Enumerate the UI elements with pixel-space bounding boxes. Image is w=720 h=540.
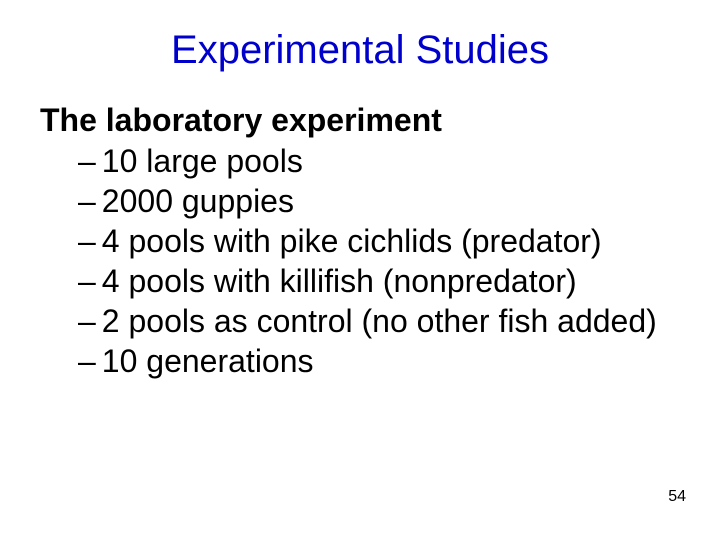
list-item: – 2000 guppies <box>78 181 680 221</box>
bullet-text: 10 large pools <box>102 141 680 181</box>
list-item: – 10 large pools <box>78 141 680 181</box>
dash-icon: – <box>78 181 96 221</box>
list-item: – 4 pools with pike cichlids (predator) <box>78 221 680 261</box>
dash-icon: – <box>78 221 96 261</box>
bullet-text: 10 generations <box>102 341 680 381</box>
bullet-text: 2 pools as control (no other fish added) <box>102 301 680 341</box>
dash-icon: – <box>78 261 96 301</box>
bullet-list: – 10 large pools – 2000 guppies – 4 pool… <box>78 141 680 381</box>
page-number: 54 <box>668 488 686 506</box>
slide-heading: The laboratory experiment <box>40 101 680 139</box>
list-item: – 4 pools with killifish (nonpredator) <box>78 261 680 301</box>
dash-icon: – <box>78 141 96 181</box>
list-item: – 10 generations <box>78 341 680 381</box>
bullet-text: 4 pools with pike cichlids (predator) <box>102 221 680 261</box>
dash-icon: – <box>78 301 96 341</box>
bullet-text: 2000 guppies <box>102 181 680 221</box>
slide-title: Experimental Studies <box>40 28 680 73</box>
list-item: – 2 pools as control (no other fish adde… <box>78 301 680 341</box>
bullet-text: 4 pools with killifish (nonpredator) <box>102 261 680 301</box>
slide: Experimental Studies The laboratory expe… <box>0 0 720 540</box>
dash-icon: – <box>78 341 96 381</box>
